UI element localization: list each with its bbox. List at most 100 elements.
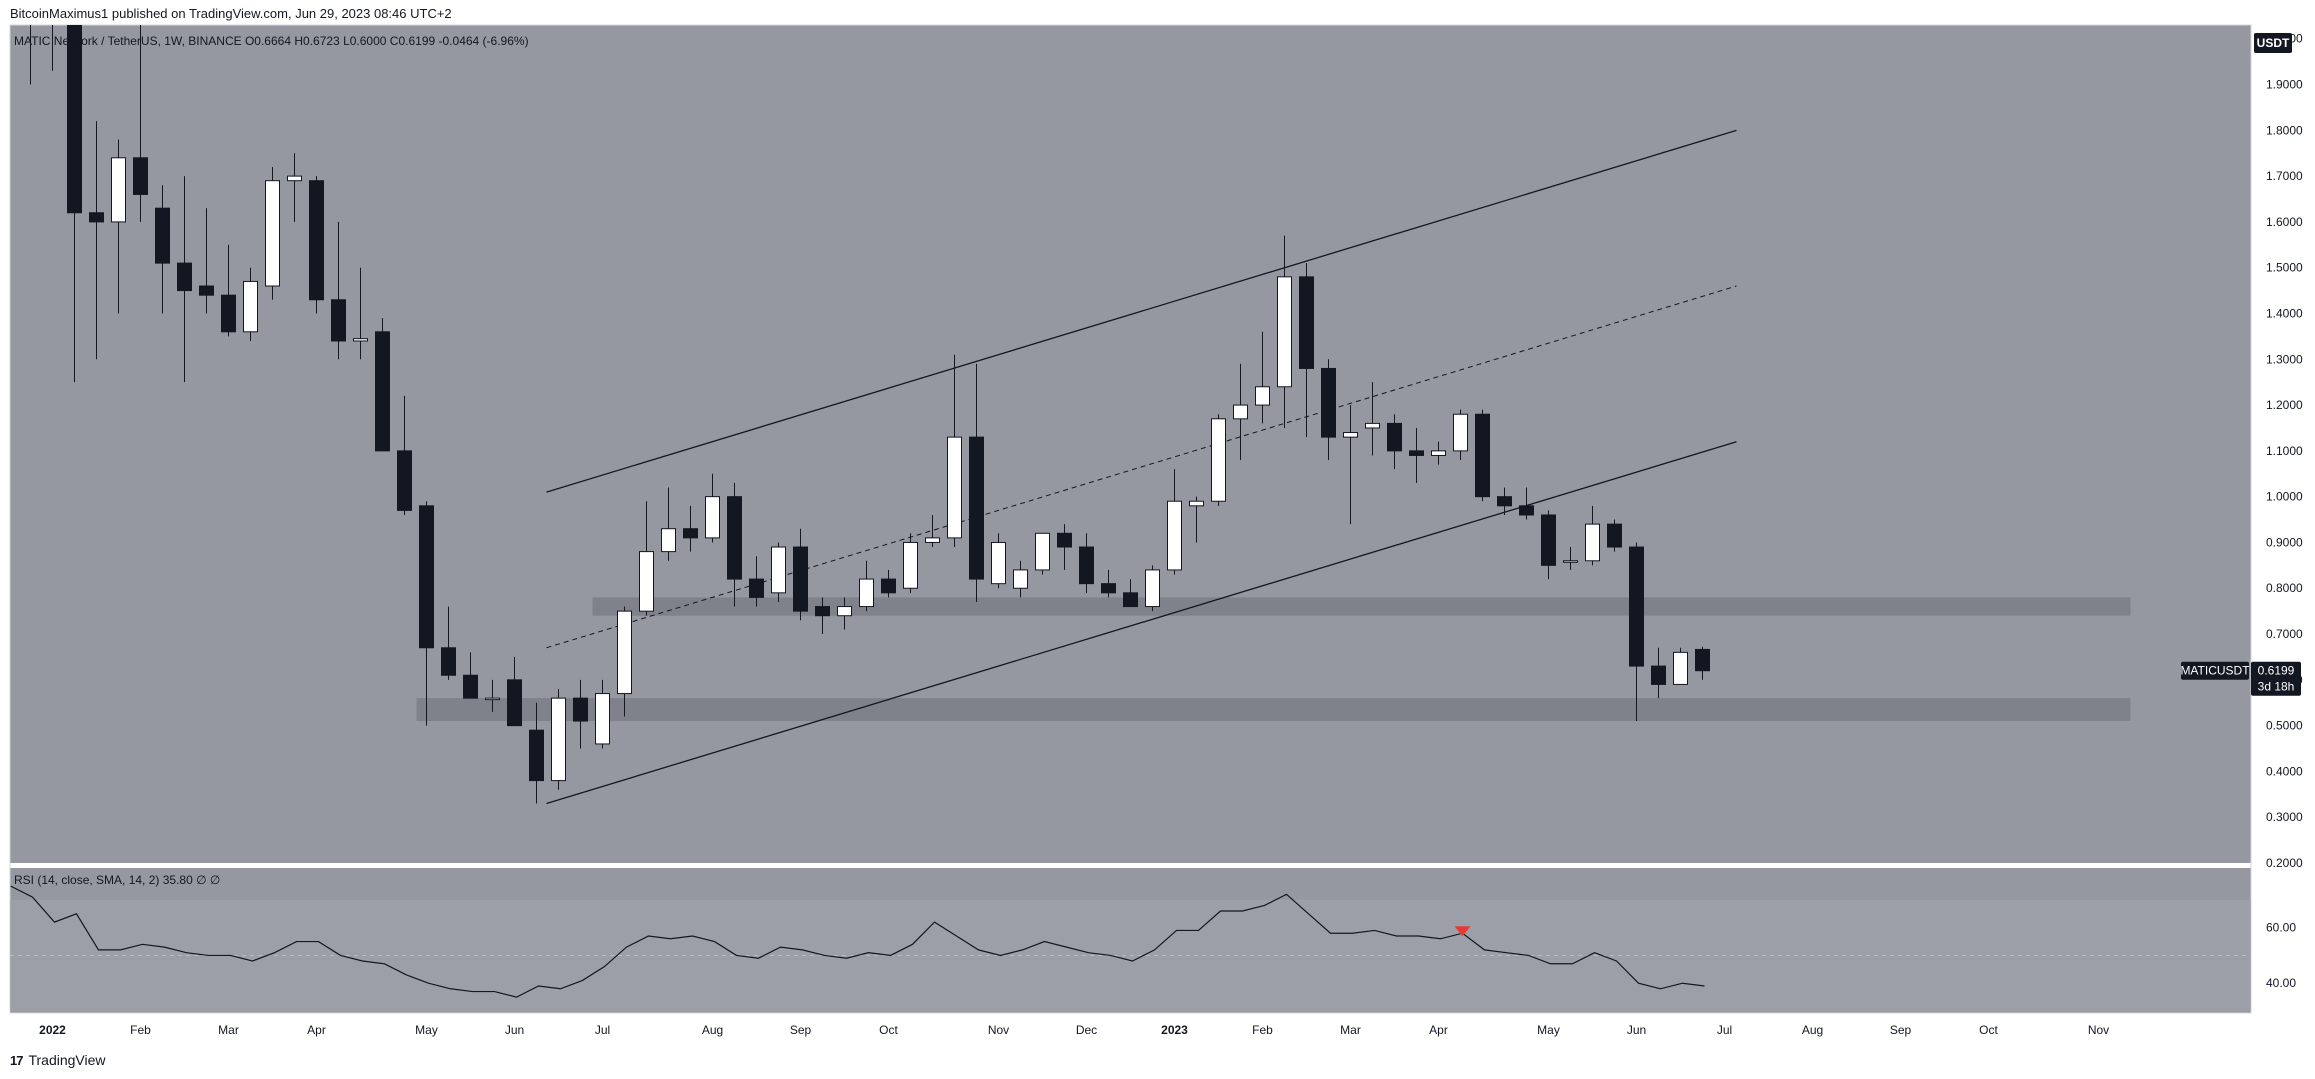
time-tick-label: Mar	[1340, 1023, 1361, 1037]
candle-body	[749, 578, 764, 598]
candle-body	[1277, 276, 1292, 388]
candle-body	[1123, 592, 1138, 608]
candle-body	[1519, 505, 1534, 516]
legend-part: C	[390, 34, 399, 48]
symbol-legend: MATIC Network / TetherUS, 1W, BINANCE O0…	[14, 34, 529, 48]
symbol-tag	[2181, 661, 2249, 680]
tradingview-brand-label: TradingView	[28, 1052, 106, 1068]
candle-body	[375, 331, 390, 452]
candle-body	[1013, 569, 1028, 589]
candle-body	[925, 537, 940, 543]
candle-body	[1233, 404, 1248, 420]
candle-body	[771, 546, 786, 594]
candle-body	[815, 606, 830, 617]
candle-body	[1651, 665, 1666, 685]
candle-body	[1035, 532, 1050, 571]
candle-body	[243, 280, 258, 333]
candle-body	[199, 285, 214, 296]
time-tick-label: Aug	[1802, 1023, 1823, 1037]
time-tick-label: Nov	[988, 1023, 1009, 1037]
time-tick-label: Aug	[702, 1023, 723, 1037]
price-tick-label: 1.6000	[2266, 215, 2303, 229]
legend-part: 0.6199	[398, 34, 438, 48]
time-tick-label: Jul	[1717, 1023, 1732, 1037]
time-tick-label: Jun	[1627, 1023, 1646, 1037]
candle-body	[1387, 422, 1402, 452]
time-tick-label: Oct	[1979, 1023, 1998, 1037]
price-tick-label: 1.5000	[2266, 261, 2303, 275]
time-tick-label: Feb	[1252, 1023, 1273, 1037]
candle-body	[661, 528, 676, 553]
candle-body	[1101, 583, 1116, 594]
price-tick-label: 1.0000	[2266, 490, 2303, 504]
publish-info: BitcoinMaximus1 published on TradingView…	[10, 6, 452, 21]
channel-upper-line	[546, 129, 1737, 493]
time-tick-label: 2023	[1161, 1023, 1188, 1037]
candle-body	[507, 679, 522, 727]
time-tick-label: Apr	[1429, 1023, 1448, 1037]
price-tick-label: 1.4000	[2266, 306, 2303, 320]
last-price-label: 0.6199	[2258, 664, 2295, 678]
time-tick-label: Nov	[2088, 1023, 2109, 1037]
candle-body	[155, 207, 170, 264]
candle-body	[441, 647, 456, 676]
chart-frame	[9, 24, 2252, 1014]
price-tick-label: 0.3000	[2266, 810, 2303, 824]
candle-body	[1299, 276, 1314, 369]
price-tick-label: 1.8000	[2266, 123, 2303, 137]
candle-body	[1563, 560, 1578, 563]
candle-body	[639, 551, 654, 612]
candle-body	[705, 496, 720, 539]
price-tick-label: 1.2000	[2266, 398, 2303, 412]
candle-body	[1453, 413, 1468, 452]
candle-body	[837, 606, 852, 617]
candle-body	[463, 674, 478, 699]
candle-body	[1673, 651, 1688, 685]
candle-body	[1497, 496, 1512, 507]
legend-part: MATIC Network / TetherUS, 1W, BINANCE	[14, 34, 245, 48]
candle-body	[331, 299, 346, 342]
price-tick-label: 0.7000	[2266, 627, 2303, 641]
candle-body	[683, 528, 698, 539]
candle-body	[67, 25, 82, 214]
price-tick-label: 1.9000	[2266, 78, 2303, 92]
legend-part: 0.6723	[303, 34, 343, 48]
candle-body	[903, 541, 918, 589]
channel-lower-line	[546, 441, 1737, 805]
candle-body	[947, 436, 962, 539]
candle-body	[991, 541, 1006, 585]
candle-body	[595, 693, 610, 745]
candles-group	[30, 25, 1710, 804]
candle-body	[1255, 386, 1270, 406]
legend-part: L	[343, 34, 350, 48]
candle-body	[1343, 432, 1358, 438]
candle-body	[727, 496, 742, 580]
candle-body	[1585, 523, 1600, 562]
candle-body	[1189, 500, 1204, 507]
candle-body	[177, 262, 192, 292]
symbol-tag-label: MATICUSDT	[2180, 664, 2250, 678]
candle-body	[1607, 523, 1622, 548]
candle-body	[1079, 546, 1094, 585]
price-tick-label: 0.8000	[2266, 581, 2303, 595]
tradingview-logo-icon: 17	[10, 1052, 24, 1068]
candle-body	[353, 338, 368, 342]
support-zone	[416, 698, 2131, 722]
legend-part: O	[245, 34, 254, 48]
currency-badge	[2254, 33, 2292, 53]
footer-brand[interactable]: 17 TradingView	[10, 1052, 106, 1068]
candle-body	[485, 697, 500, 701]
time-tick-label: Apr	[307, 1023, 326, 1037]
candle-body	[617, 610, 632, 695]
bar-countdown-label: 3d 18h	[2258, 680, 2295, 694]
price-tick-label: 0.2000	[2266, 856, 2303, 870]
legend-part: -0.0464 (-6.96%)	[439, 34, 529, 48]
time-tick-label: Dec	[1076, 1023, 1097, 1037]
legend-part: 0.6000	[350, 34, 390, 48]
price-tick-label: 1.1000	[2266, 444, 2303, 458]
candle-body	[1409, 450, 1424, 456]
legend-part: 0.6664	[254, 34, 294, 48]
price-tick-label: 0.4000	[2266, 764, 2303, 778]
rsi-tick-label: 60.00	[2266, 921, 2296, 935]
